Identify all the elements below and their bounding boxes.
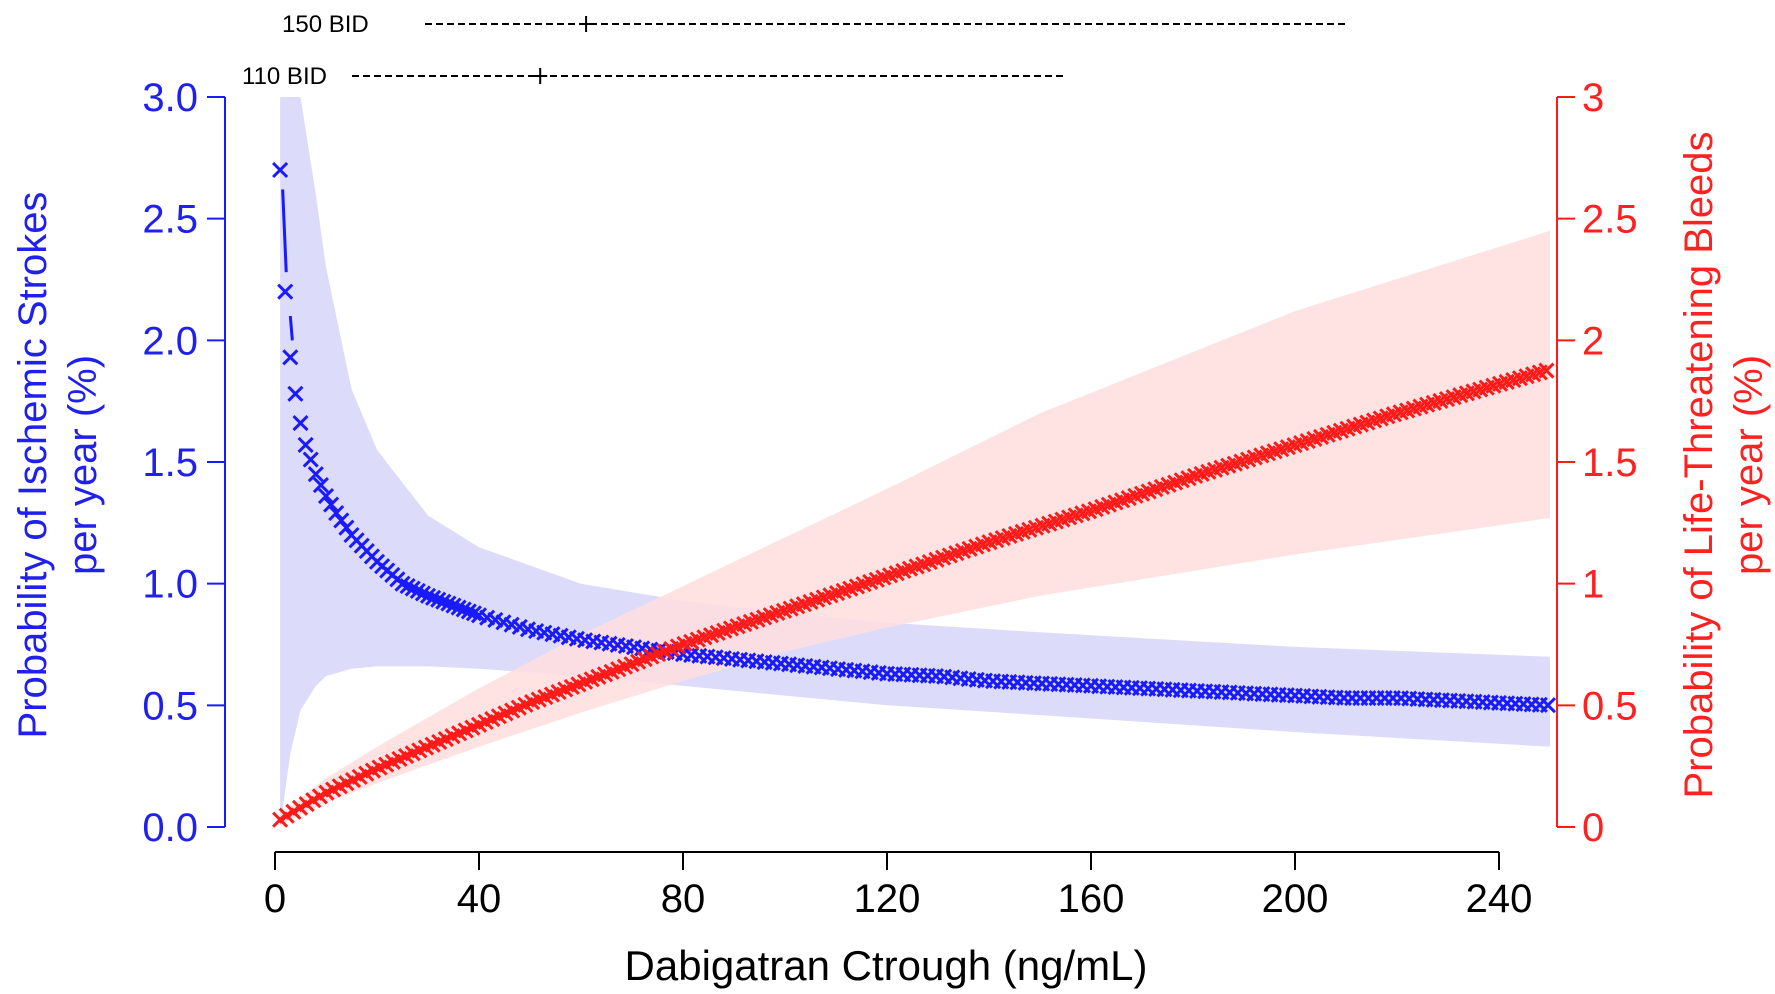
left-series-layer xyxy=(272,161,1557,714)
stroke-point-marker xyxy=(338,519,355,536)
stroke-point-marker xyxy=(287,385,304,402)
bleed-point-marker xyxy=(1538,362,1555,379)
stroke-point-marker xyxy=(302,451,319,468)
stroke-point-marker xyxy=(277,283,294,300)
y-right-tick-label: 1.5 xyxy=(1582,441,1638,485)
y-right-tick-label: 2 xyxy=(1582,319,1604,363)
stroke-point-marker xyxy=(297,436,314,454)
y-left-tick-label: 1.5 xyxy=(142,441,198,485)
y-left-tick-label: 3.0 xyxy=(142,76,198,120)
y-left-tick-label: 2.5 xyxy=(142,198,198,242)
y-right-tick-label: 2.5 xyxy=(1582,198,1638,242)
stroke-point-marker xyxy=(425,589,442,606)
dose-range-label: 150 BID xyxy=(282,11,369,38)
stroke-point-marker xyxy=(307,466,324,483)
stroke-connector xyxy=(281,189,294,341)
x-tick-label: 120 xyxy=(854,877,921,921)
dose-range-label: 110 BID xyxy=(242,63,327,90)
y-right-tick-label: 0.5 xyxy=(1582,684,1638,728)
axes-layer: 0.0 0.5 1.0 1.5 2.0 2.5 3.0 0 0.5 1 1.5 2 2.5 3 0 40 80 1… xyxy=(142,76,1637,921)
stroke-point-marker xyxy=(272,161,289,179)
y-right-tick-label: 3 xyxy=(1582,76,1604,120)
stroke-point-marker xyxy=(419,587,437,604)
x-tick-label: 160 xyxy=(1058,877,1125,921)
x-axis-title: Dabigatran Ctrough (ng/mL) xyxy=(625,942,1148,989)
y-left-tick-label: 0.0 xyxy=(142,806,198,850)
y-right-tick-label: 1 xyxy=(1582,563,1604,607)
stroke-point-marker xyxy=(317,488,335,505)
x-tick-label: 0 xyxy=(264,877,286,921)
x-tick-label: 40 xyxy=(457,877,502,921)
stroke-point-marker xyxy=(465,605,482,622)
y-left-tick-label: 1.0 xyxy=(142,563,198,607)
stroke-point-marker xyxy=(450,599,467,616)
x-tick-label: 80 xyxy=(661,877,706,921)
stroke-point-marker xyxy=(435,593,452,610)
y-right-tick-label: 0 xyxy=(1582,806,1604,850)
stroke-point-marker xyxy=(333,512,350,529)
y-right-axis-title-line-1: Probability of Life-Threatening Bleeds xyxy=(1677,131,1721,798)
stroke-point-marker xyxy=(455,601,472,618)
x-tick-label: 200 xyxy=(1262,877,1329,921)
x-tick-label: 240 xyxy=(1466,877,1533,921)
stroke-point-marker xyxy=(323,496,340,513)
y-left-axis-title-line-2: per year (%) xyxy=(61,355,105,575)
stroke-point-marker xyxy=(430,591,447,608)
y-left-axis-title-line-1: Probability of Ischemic Strokes xyxy=(11,192,55,739)
right-series-layer xyxy=(272,362,1555,828)
stroke-point-marker xyxy=(282,349,299,366)
stroke-point-marker xyxy=(440,595,457,612)
dose-layer: 150 BID 110 BID xyxy=(242,11,1346,90)
stroke-point-marker xyxy=(1539,697,1557,714)
y-left-tick-label: 0.5 xyxy=(142,684,198,728)
stroke-point-marker xyxy=(292,415,309,432)
y-right-axis-title-line-2: per year (%) xyxy=(1727,355,1771,575)
stroke-point-marker xyxy=(312,477,329,494)
y-left-tick-label: 2.0 xyxy=(142,319,198,363)
stroke-point-marker xyxy=(328,505,345,522)
stroke-point-marker xyxy=(445,597,462,614)
stroke-point-marker xyxy=(460,603,477,620)
